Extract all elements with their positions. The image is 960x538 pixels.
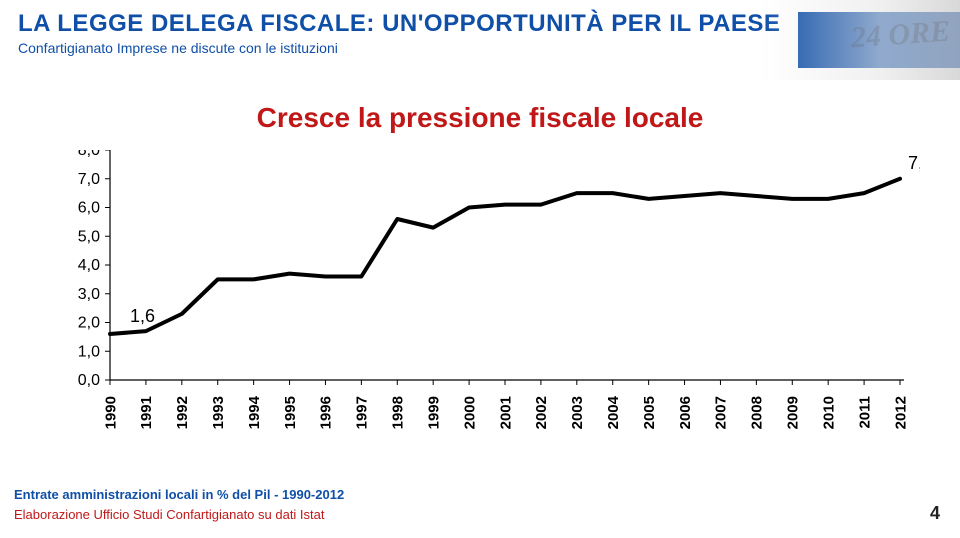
svg-text:1992: 1992 (174, 396, 191, 429)
svg-text:0,0: 0,0 (78, 372, 100, 389)
header: LA LEGGE DELEGA FISCALE: UN'OPPORTUNITÀ … (0, 0, 960, 80)
svg-text:1998: 1998 (390, 396, 407, 429)
svg-text:1990: 1990 (102, 396, 119, 429)
svg-text:2009: 2009 (785, 396, 802, 429)
svg-text:1995: 1995 (282, 396, 299, 429)
svg-text:4,0: 4,0 (78, 257, 100, 274)
svg-text:2011: 2011 (856, 396, 873, 429)
svg-text:3,0: 3,0 (78, 286, 100, 303)
svg-text:1996: 1996 (318, 396, 335, 429)
svg-text:1991: 1991 (138, 396, 155, 429)
svg-text:1994: 1994 (246, 395, 263, 429)
footer-line-1: Entrate amministrazioni locali in % del … (14, 485, 344, 505)
svg-text:7,0: 7,0 (78, 171, 100, 188)
header-text-block: LA LEGGE DELEGA FISCALE: UN'OPPORTUNITÀ … (0, 0, 798, 100)
header-title: LA LEGGE DELEGA FISCALE: UN'OPPORTUNITÀ … (18, 10, 780, 38)
svg-text:2003: 2003 (569, 396, 586, 429)
svg-text:2002: 2002 (533, 396, 550, 429)
svg-text:2010: 2010 (820, 396, 837, 429)
header-fade (760, 0, 960, 80)
svg-text:1999: 1999 (425, 396, 442, 429)
svg-text:7,0: 7,0 (908, 153, 920, 173)
svg-text:2007: 2007 (713, 396, 730, 429)
svg-text:8,0: 8,0 (78, 150, 100, 159)
line-chart: 0,0 1,0 2,0 3,0 4,0 5,0 6,0 7,0 8,0 1990 1991 1992 1… (50, 150, 920, 450)
svg-text:2012: 2012 (892, 396, 909, 429)
svg-text:1,0: 1,0 (78, 343, 100, 360)
svg-text:2005: 2005 (641, 396, 658, 429)
page-number: 4 (930, 503, 940, 524)
svg-text:5,0: 5,0 (78, 228, 100, 245)
svg-text:2000: 2000 (461, 396, 478, 429)
chart-svg: 0,0 1,0 2,0 3,0 4,0 5,0 6,0 7,0 8,0 1990 1991 1992 1… (50, 150, 920, 450)
chart-title: Cresce la pressione fiscale locale (0, 102, 960, 134)
footer-line-2: Elaborazione Ufficio Studi Confartigiana… (14, 505, 344, 525)
header-subtitle: Confartigianato Imprese ne discute con l… (18, 40, 780, 56)
svg-text:1997: 1997 (354, 396, 371, 429)
svg-text:1,6: 1,6 (130, 306, 155, 326)
footer-block: Entrate amministrazioni locali in % del … (14, 485, 344, 524)
svg-text:1993: 1993 (210, 396, 227, 429)
svg-text:6,0: 6,0 (78, 200, 100, 217)
svg-text:2008: 2008 (749, 396, 766, 429)
svg-text:2001: 2001 (497, 396, 514, 429)
svg-text:2006: 2006 (677, 396, 694, 429)
svg-text:2004: 2004 (605, 395, 622, 429)
svg-text:2,0: 2,0 (78, 315, 100, 332)
